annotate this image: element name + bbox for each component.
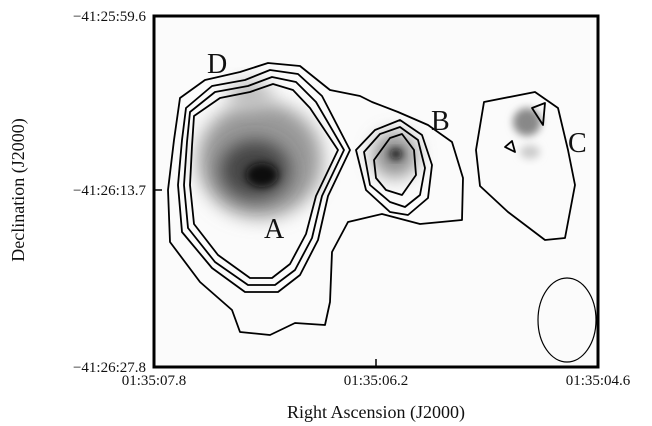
region-label: D: [207, 49, 227, 80]
y-axis-label: Declination (J2000): [8, 118, 29, 261]
region-labels: A B C D: [207, 49, 587, 245]
region-label: B: [431, 106, 450, 137]
galaxy-emission: [198, 81, 541, 218]
y-tick-label: −41:26:13.7: [73, 183, 147, 199]
y-tick-label: −41:25:59.6: [73, 9, 147, 25]
x-axis-label: Right Ascension (J2000): [287, 402, 465, 423]
beam-ellipse: [537, 277, 597, 363]
x-tick-label: 01:35:07.8: [122, 373, 187, 389]
region-label: A: [264, 214, 285, 245]
x-tick-label: 01:35:06.2: [344, 373, 409, 389]
x-tick-label: 01:35:04.6: [566, 373, 631, 389]
ticks: 01:35:07.8 01:35:06.2 01:35:04.6 −41:25:…: [73, 9, 631, 389]
y-tick-label: −41:26:27.8: [73, 360, 146, 376]
region-label: C: [568, 128, 587, 159]
contours: [167, 62, 576, 336]
